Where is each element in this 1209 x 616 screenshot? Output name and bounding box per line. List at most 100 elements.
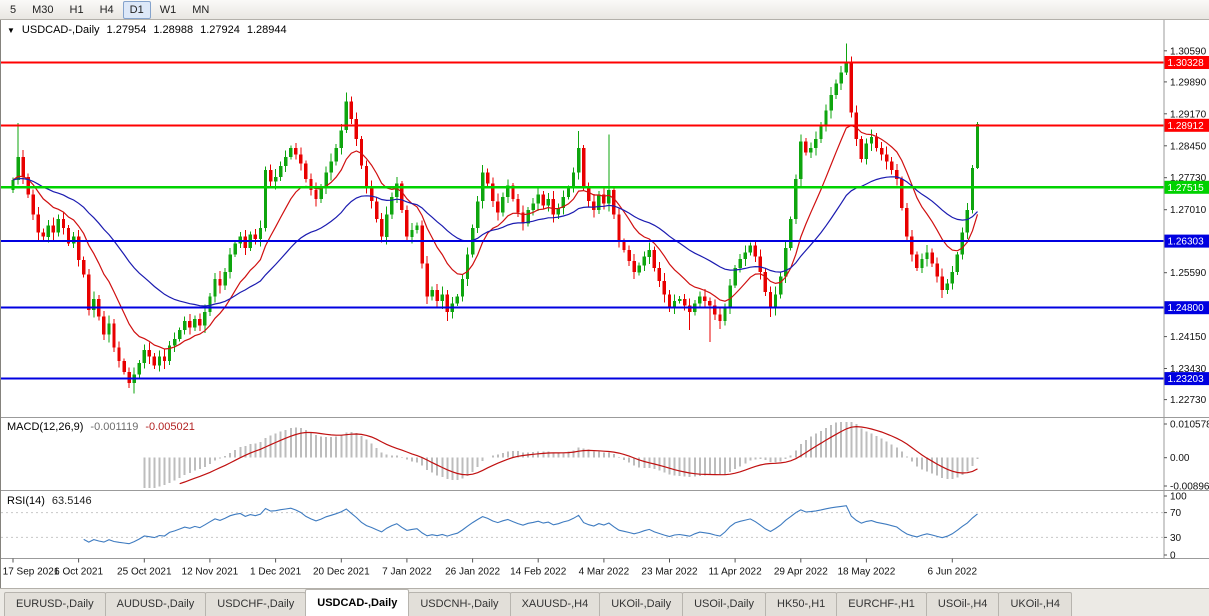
candle[interactable] [814,131,818,156]
candle[interactable] [157,350,162,372]
candle[interactable] [294,143,298,160]
candle[interactable] [354,112,359,147]
candle[interactable] [183,316,187,335]
candle[interactable] [304,160,308,183]
candle[interactable] [263,166,268,232]
candle[interactable] [940,268,944,298]
candle[interactable] [299,147,303,171]
candle[interactable] [51,217,56,241]
candle[interactable] [273,168,278,190]
candle[interactable] [339,123,343,155]
candle[interactable] [152,352,157,370]
candle[interactable] [824,104,828,132]
timeframe-button-w1[interactable]: W1 [159,3,177,16]
candle[interactable] [82,256,86,278]
candle[interactable] [223,268,227,290]
candle[interactable] [652,246,656,272]
candle[interactable] [647,242,651,265]
candle[interactable] [905,203,909,242]
candle[interactable] [66,225,71,247]
candle[interactable] [511,183,515,202]
candle[interactable] [895,163,899,186]
candle[interactable] [869,129,874,152]
candle[interactable] [844,43,848,76]
candle[interactable] [657,261,662,287]
candle[interactable] [369,180,374,209]
candle[interactable] [834,79,838,99]
candle[interactable] [536,187,540,211]
candle[interactable] [753,240,757,262]
candle[interactable] [607,134,611,212]
tab-usdcnh-daily[interactable]: USDCNH-,Daily [408,592,511,616]
candle[interactable] [147,342,152,364]
candle[interactable] [172,332,177,352]
candle[interactable] [137,360,141,378]
candle[interactable] [592,193,596,218]
timeframe-button-h1[interactable]: H1 [69,3,84,16]
candle[interactable] [642,251,646,271]
candle[interactable] [496,193,500,221]
candle[interactable] [16,123,20,185]
candle[interactable] [218,270,222,294]
candle[interactable] [379,213,384,243]
candle[interactable] [965,203,970,240]
candle[interactable] [556,203,561,219]
candle[interactable] [526,206,530,227]
candle[interactable] [329,153,333,181]
tab-xauusd-h4[interactable]: XAUUSD-,H4 [509,592,601,616]
tab-usdcad-daily[interactable]: USDCAD-,Daily [305,589,410,616]
candle[interactable] [541,190,545,210]
tab-ukoil-h4[interactable]: UKOil-,H4 [998,592,1072,616]
candle[interactable] [849,56,853,118]
candle[interactable] [425,255,429,305]
candle[interactable] [935,257,939,283]
candle[interactable] [102,310,106,341]
candle[interactable] [430,286,434,301]
candle[interactable] [309,173,313,196]
candle[interactable] [688,298,692,330]
candle[interactable] [672,294,677,315]
candle[interactable] [420,220,424,269]
candle[interactable] [390,192,394,219]
candle[interactable] [718,306,722,329]
candle[interactable] [768,286,773,318]
candle[interactable] [460,274,465,302]
candle[interactable] [859,135,864,163]
candle[interactable] [36,207,40,240]
candle[interactable] [864,138,869,165]
tab-ukoil-daily[interactable]: UKOil-,Daily [599,592,684,616]
rsi-line[interactable] [83,505,978,545]
timeframe-button-d1[interactable]: D1 [122,0,151,19]
candle[interactable] [117,341,121,368]
candle[interactable] [698,291,702,309]
chart-canvas[interactable]: 1.30590 1.29890 1.29170 1.28450 1.27730 1.270… [1,20,1209,588]
candle[interactable] [975,121,980,170]
candle[interactable] [26,173,30,198]
candle[interactable] [733,265,737,289]
candle[interactable] [804,138,808,156]
candle[interactable] [930,248,934,268]
candle[interactable] [324,166,328,194]
candle[interactable] [233,240,237,258]
tab-usdchf-daily[interactable]: USDCHF-,Daily [205,592,307,616]
candle[interactable] [960,227,965,260]
candle[interactable] [789,216,793,251]
candle[interactable] [546,193,550,212]
candle[interactable] [708,297,712,342]
candle[interactable] [662,273,667,303]
candle[interactable] [415,222,419,234]
candle[interactable] [122,358,126,375]
candle[interactable] [799,134,803,186]
candle[interactable] [203,304,207,333]
candle[interactable] [506,179,510,204]
candle[interactable] [278,161,283,182]
candle[interactable] [440,286,444,310]
candle[interactable] [162,348,167,369]
candle[interactable] [46,219,50,243]
candle[interactable] [809,142,813,158]
candle[interactable] [112,319,116,352]
candle[interactable] [915,251,919,271]
candle[interactable] [435,284,439,307]
candle[interactable] [748,242,752,256]
candle[interactable] [445,290,449,321]
